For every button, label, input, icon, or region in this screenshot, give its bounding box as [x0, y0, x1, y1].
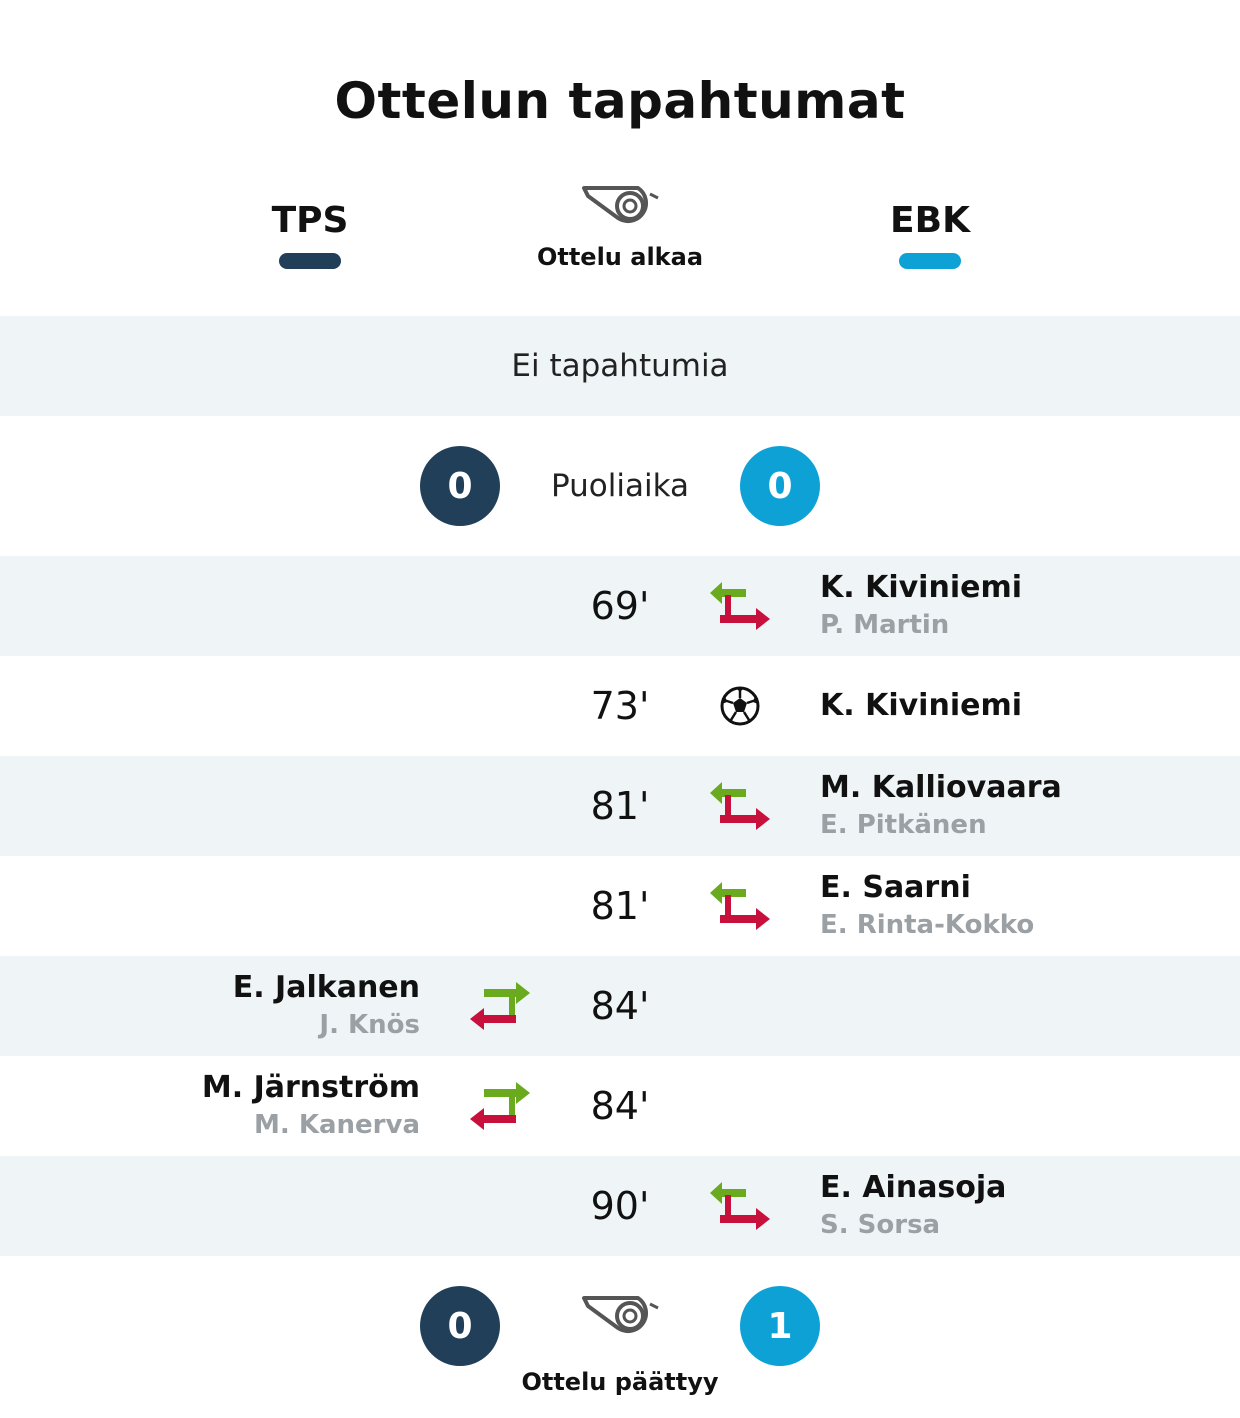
page-title: Ottelun tapahtumat [334, 72, 906, 130]
player-in: E. Jalkanen [232, 970, 420, 1005]
event-minute: 69' [590, 584, 650, 628]
player-in: M. Järnström [201, 1070, 420, 1105]
substitution-icon [470, 1082, 530, 1130]
player-out: S. Sorsa [820, 1210, 941, 1240]
event-row: M. Järnström M. Kanerva 84' [0, 1056, 1240, 1156]
team-home-color-bar [279, 253, 341, 269]
player-in: E. Saarni [820, 870, 971, 905]
event-minute: 84' [590, 1084, 650, 1128]
event-row: 73' K. Kiviniemi [0, 656, 1240, 756]
halftime-home-score: 0 [420, 446, 500, 526]
match-end-label: Ottelu päättyy [521, 1368, 719, 1396]
event-minute: 90' [590, 1184, 650, 1228]
event-minute: 84' [590, 984, 650, 1028]
substitution-icon [710, 582, 770, 630]
whistle-icon [582, 1296, 659, 1334]
event-minute: 73' [590, 684, 650, 728]
team-away-name: EBK [890, 200, 970, 241]
event-minute: 81' [590, 884, 650, 928]
player-out: J. Knös [319, 1010, 420, 1040]
team-away-color-bar [899, 253, 961, 269]
substitution-icon [470, 982, 530, 1030]
team-away: EBK [860, 197, 1000, 269]
player-in: M. Kalliovaara [820, 770, 1062, 805]
event-minute: 81' [590, 784, 650, 828]
final-away-score: 1 [740, 1286, 820, 1366]
player-out: E. Pitkänen [820, 810, 987, 840]
halftime-row: 0 Puoliaika 0 [0, 416, 1240, 556]
event-row: 81' E. Saarni E. Rinta-Kokko [0, 856, 1240, 956]
player-out: P. Martin [820, 610, 950, 640]
team-home: TPS [240, 197, 380, 269]
substitution-icon [710, 1182, 770, 1230]
player-in: E. Ainasoja [820, 1170, 1007, 1205]
soccer-ball-icon [720, 686, 760, 726]
event-row: E. Jalkanen J. Knös 84' [0, 956, 1240, 1056]
player-out: E. Rinta-Kokko [820, 910, 1035, 940]
no-events-notice: Ei tapahtumia [0, 316, 1240, 416]
whistle-icon [582, 186, 659, 224]
halftime-away-score: 0 [740, 446, 820, 526]
event-row: 69' K. Kiviniemi P. Martin [0, 556, 1240, 656]
substitution-icon [710, 782, 770, 830]
player-out: M. Kanerva [254, 1110, 420, 1140]
match-end: 0 1 Ottelu päättyy [0, 1256, 1240, 1418]
event-row: 90' E. Ainasoja S. Sorsa [0, 1156, 1240, 1256]
event-row: 81' M. Kalliovaara E. Pitkänen [0, 756, 1240, 856]
player-in: K. Kiviniemi [820, 570, 1022, 605]
goal-scorer: K. Kiviniemi [820, 688, 1022, 723]
team-home-name: TPS [271, 200, 349, 241]
halftime-label: Puoliaika [550, 468, 689, 504]
match-start: Ottelu alkaa [520, 180, 720, 272]
substitution-icon [710, 882, 770, 930]
events-list: 69' K. Kiviniemi P. Martin 73' K. Kivini… [0, 556, 1240, 1256]
match-start-label: Ottelu alkaa [536, 243, 704, 271]
final-home-score: 0 [420, 1286, 500, 1366]
